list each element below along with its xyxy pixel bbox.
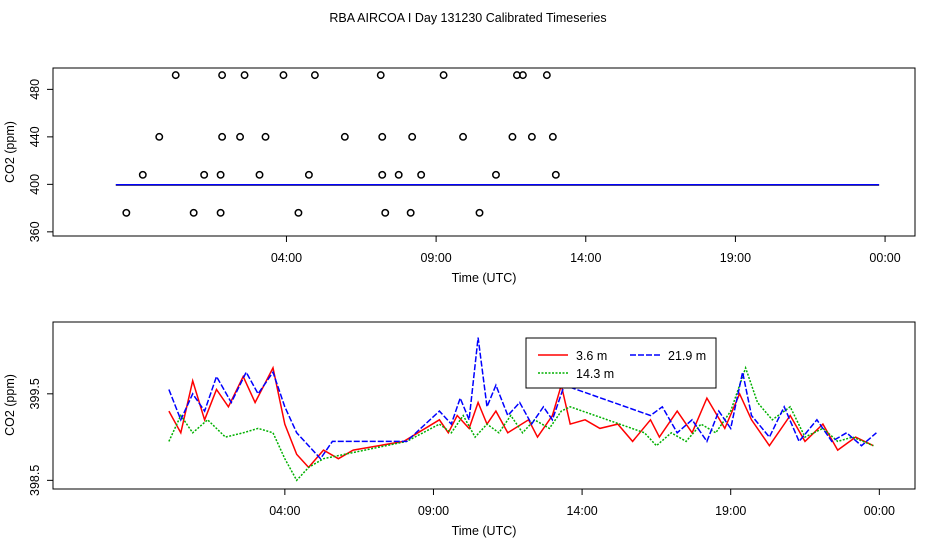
scatter-point [216, 208, 225, 217]
top-y-axis: 360 400 440 480 [28, 79, 53, 242]
scatter-point [155, 132, 164, 141]
top-x-tick-label: 04:00 [271, 251, 302, 265]
scatter-point [304, 170, 313, 179]
scatter-point [138, 170, 147, 179]
top-panel: 360 400 440 480 04:00 09:00 14:00 19:00 00:00 T… [3, 67, 916, 285]
scatter-point [508, 132, 517, 141]
scatter-point [527, 132, 536, 141]
scatter-point [459, 132, 467, 141]
top-x-tick-label: 00:00 [869, 251, 900, 265]
bottom-series-lines [168, 337, 877, 482]
top-y-axis-label: CO2 (ppm) [3, 121, 17, 183]
top-y-tick-label: 480 [28, 79, 42, 100]
scatter-point [408, 132, 417, 141]
scatter-point [406, 208, 415, 217]
scatter-point [294, 208, 303, 217]
bottom-y-tick-label: 398.5 [28, 465, 42, 496]
figure-title: RBA AIRCOA I Day 131230 Calibrated Times… [329, 11, 606, 25]
bottom-x-axis-label: Time (UTC) [452, 524, 517, 538]
bottom-y-axis: 398.5 399.5 [28, 378, 53, 496]
scatter-point [340, 132, 349, 141]
bottom-y-tick-label: 399.5 [28, 378, 42, 409]
series-line-143m [168, 365, 874, 482]
legend-label-14-3m: 14.3 m [576, 367, 614, 381]
scatter-point [200, 170, 209, 179]
scatter-point [439, 71, 448, 80]
scatter-point [255, 170, 264, 179]
scatter-point [394, 170, 403, 179]
scatter-point [279, 71, 288, 80]
scatter-point [492, 170, 500, 179]
legend-label-3-6m: 3.6 m [576, 349, 607, 363]
scatter-point [218, 132, 227, 141]
scatter-point [542, 71, 551, 80]
scatter-point [378, 170, 387, 179]
bottom-y-axis-label: CO2 (ppm) [3, 374, 17, 436]
bottom-x-tick-label: 19:00 [715, 504, 746, 518]
scatter-point [310, 71, 319, 80]
scatter-point [261, 132, 270, 141]
bottom-x-tick-label: 09:00 [418, 504, 449, 518]
scatter-point [122, 208, 131, 217]
top-y-tick-label: 440 [28, 126, 42, 147]
bottom-x-tick-label: 14:00 [566, 504, 597, 518]
scatter-point [417, 170, 426, 179]
scatter-point [376, 71, 385, 80]
top-x-tick-label: 14:00 [570, 251, 601, 265]
top-x-tick-label: 19:00 [720, 251, 751, 265]
bottom-x-axis: 04:00 09:00 14:00 19:00 00:00 [269, 489, 895, 518]
scatter-point [475, 208, 484, 217]
top-x-axis: 04:00 09:00 14:00 19:00 00:00 [271, 236, 901, 265]
scatter-point [171, 71, 180, 80]
scatter-point [378, 132, 387, 141]
bottom-plot-frame [52, 321, 916, 490]
scatter-point [236, 132, 245, 141]
top-y-tick-label: 360 [28, 221, 42, 242]
top-scatter-points [122, 71, 560, 217]
bottom-x-tick-label: 00:00 [864, 504, 895, 518]
scatter-point [381, 208, 390, 217]
top-plot-frame [52, 67, 916, 237]
top-y-tick-label: 400 [28, 174, 42, 195]
legend-box [525, 337, 717, 389]
scatter-point [240, 71, 249, 80]
scatter-point [216, 170, 225, 179]
legend-label-21-9m: 21.9 m [668, 349, 706, 363]
top-x-tick-label: 09:00 [420, 251, 451, 265]
top-x-axis-label: Time (UTC) [452, 271, 517, 285]
bottom-x-tick-label: 04:00 [269, 504, 300, 518]
scatter-point [551, 170, 560, 179]
legend: 3.6 m 14.3 m 21.9 m [525, 337, 717, 389]
series-line-219m [168, 337, 877, 460]
scatter-point [189, 208, 198, 217]
scatter-point [548, 132, 557, 141]
scatter-point [518, 71, 527, 80]
bottom-panel: 398.5 399.5 04:00 09:00 14:00 19:00 00:00 Tim… [3, 321, 916, 538]
scatter-point [218, 71, 227, 80]
